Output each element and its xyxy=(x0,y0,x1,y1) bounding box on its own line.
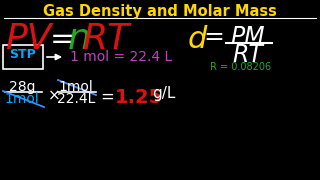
Text: n: n xyxy=(68,22,91,56)
Text: 22.4L: 22.4L xyxy=(57,92,95,106)
Text: PV: PV xyxy=(5,22,52,56)
Text: 1mol: 1mol xyxy=(4,92,39,106)
Text: g/L: g/L xyxy=(152,86,175,101)
Text: 1.25: 1.25 xyxy=(115,88,163,107)
FancyBboxPatch shape xyxy=(3,45,43,69)
Text: 28g: 28g xyxy=(9,80,35,94)
Text: =: = xyxy=(50,25,76,54)
Text: d: d xyxy=(188,25,207,54)
Text: R = 0.08206: R = 0.08206 xyxy=(210,62,271,72)
Text: PM: PM xyxy=(231,25,265,49)
Text: =: = xyxy=(100,88,114,106)
Text: Gas Density and Molar Mass: Gas Density and Molar Mass xyxy=(43,4,277,19)
Text: ×: × xyxy=(48,88,61,103)
Text: 1 mol = 22.4 L: 1 mol = 22.4 L xyxy=(70,50,172,64)
Text: RT: RT xyxy=(82,22,129,56)
Text: RT: RT xyxy=(233,43,263,67)
Text: STP: STP xyxy=(10,48,36,62)
Text: =: = xyxy=(203,25,224,49)
Text: 1mol: 1mol xyxy=(59,80,93,94)
